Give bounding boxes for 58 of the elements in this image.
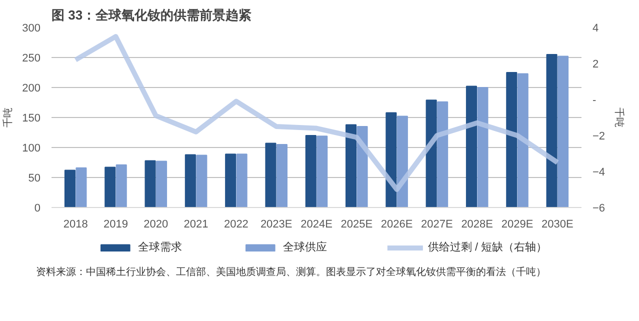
bar <box>558 56 569 208</box>
y2-tick-label: −6 <box>592 202 606 214</box>
legend-label: 全球需求 <box>138 240 182 254</box>
y-tick-label: 50 <box>28 172 41 184</box>
bar <box>196 154 208 208</box>
y-tick-label: 200 <box>22 82 41 94</box>
bar <box>104 166 116 208</box>
bar <box>144 160 156 208</box>
x-tick-label: 2027E <box>421 218 453 230</box>
y2-tick-label: −4 <box>592 166 606 178</box>
text: 资料来源：中国稀土行业协会、工信部、美国地质调查局、测算。图表显示了对全球氧化钕供需平衡的看法（千吨） <box>36 266 546 279</box>
y-tick-label: 100 <box>22 142 41 154</box>
chart-title: 图 33：全球氧化钕的供需前景趋紧 <box>52 8 252 22</box>
bar <box>506 72 518 208</box>
y-tick-label: 0 <box>34 202 41 214</box>
x-tick-label: 2024E <box>300 218 332 230</box>
bar <box>225 154 236 208</box>
bar <box>517 73 528 208</box>
x-tick-label: 2026E <box>380 218 413 230</box>
x-tick-label: 2018 <box>63 218 88 230</box>
y2-tick-label: −2 <box>592 130 606 142</box>
bar <box>265 142 276 208</box>
x-tick-label: 2025E <box>340 218 373 230</box>
bar <box>477 87 488 208</box>
bar <box>236 154 248 208</box>
x-tick-label: 2019 <box>104 218 128 230</box>
bar <box>546 54 558 208</box>
x-tick-label: 2023E <box>260 218 292 230</box>
y2-axis-title: 千吨 <box>613 108 626 128</box>
bar <box>437 101 448 208</box>
bar <box>156 160 168 208</box>
y-tick-label: 300 <box>22 22 41 34</box>
legend-label: 全球供应 <box>282 240 327 254</box>
bar <box>305 135 316 208</box>
bar <box>184 154 196 208</box>
y2-tick-label: 4 <box>592 22 599 34</box>
y2-tick-label: - <box>592 94 596 106</box>
y-axis-title: 千吨 <box>2 108 14 128</box>
x-tick-label: 2029E <box>501 218 534 230</box>
y-tick-label: 250 <box>22 52 41 64</box>
x-tick-label: 2020 <box>144 218 168 230</box>
x-tick-label: 2030E <box>542 218 574 230</box>
bar <box>316 136 328 208</box>
x-tick-label: 2028E <box>461 218 494 230</box>
y2-tick-label: 2 <box>592 58 599 70</box>
bar <box>396 116 408 208</box>
x-tick-label: 2021 <box>184 218 208 230</box>
bar <box>386 112 397 208</box>
y-tick-label: 150 <box>22 112 41 124</box>
bar <box>76 167 87 208</box>
legend-label: 供给过剩 / 短缺（右轴） <box>428 240 548 254</box>
bar <box>426 100 437 208</box>
x-tick-label: 2022 <box>224 218 248 230</box>
bar <box>346 124 357 208</box>
bar <box>64 170 76 208</box>
bar <box>116 164 127 208</box>
bar <box>276 144 288 208</box>
bar <box>466 86 478 208</box>
